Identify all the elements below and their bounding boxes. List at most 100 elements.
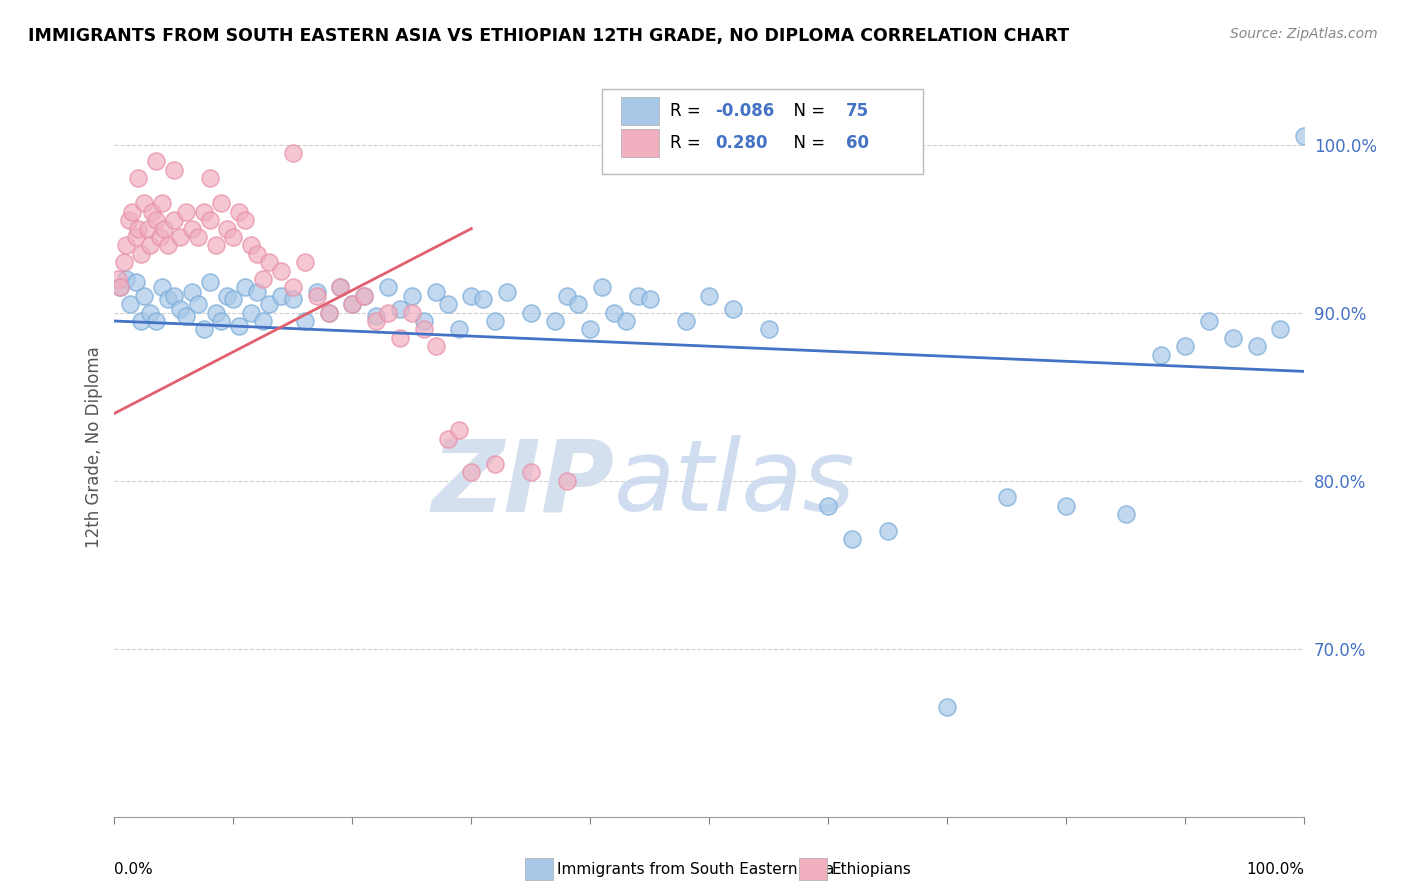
Point [110, 280, 132, 294]
Point [240, 305, 263, 319]
Text: Source: ZipAtlas.com: Source: ZipAtlas.com [1230, 27, 1378, 41]
Point [627, 289, 650, 303]
Point [425, 339, 447, 353]
Point [401, 305, 423, 319]
Point [187, 230, 209, 244]
Point [1150, 348, 1173, 362]
Point [675, 314, 697, 328]
Point [127, 221, 149, 235]
Point [412, 314, 434, 328]
Point [281, 146, 304, 161]
Point [134, 196, 156, 211]
Point [115, 238, 138, 252]
Point [156, 292, 179, 306]
Point [329, 280, 352, 294]
Y-axis label: 12th Grade, No Diploma: 12th Grade, No Diploma [86, 346, 103, 548]
Point [211, 314, 233, 328]
Text: N =: N = [783, 102, 831, 120]
Point [246, 247, 269, 261]
Point [145, 154, 167, 169]
Point [460, 465, 482, 479]
Point [1270, 322, 1292, 336]
Point [436, 432, 458, 446]
Text: IMMIGRANTS FROM SOUTH EASTERN ASIA VS ETHIOPIAN 12TH GRADE, NO DIPLOMA CORRELATI: IMMIGRANTS FROM SOUTH EASTERN ASIA VS ET… [28, 27, 1069, 45]
Point [388, 331, 411, 345]
Text: 75: 75 [846, 102, 869, 120]
Point [520, 465, 543, 479]
Text: atlas: atlas [614, 435, 856, 533]
Point [603, 305, 626, 319]
Point [228, 319, 250, 334]
Point [366, 309, 388, 323]
Point [1246, 339, 1268, 353]
Text: Ethiopians: Ethiopians [831, 863, 911, 877]
Point [305, 285, 328, 300]
Point [174, 309, 197, 323]
Point [591, 280, 613, 294]
Point [193, 322, 215, 336]
Point [204, 238, 226, 252]
Point [555, 289, 578, 303]
Text: 100.0%: 100.0% [1246, 863, 1305, 877]
Point [294, 314, 316, 328]
Point [449, 322, 471, 336]
Point [721, 302, 744, 317]
Point [472, 292, 495, 306]
Point [125, 276, 148, 290]
Point [318, 305, 340, 319]
Point [484, 457, 506, 471]
Point [1198, 314, 1220, 328]
Point [246, 285, 269, 300]
Point [240, 238, 263, 252]
Point [425, 285, 447, 300]
Point [543, 314, 565, 328]
Point [121, 204, 143, 219]
Text: 60: 60 [846, 134, 869, 153]
Point [817, 499, 839, 513]
FancyBboxPatch shape [602, 88, 924, 174]
Point [211, 196, 233, 211]
Point [281, 292, 304, 306]
Point [520, 305, 543, 319]
Point [555, 474, 578, 488]
Text: R =: R = [671, 134, 706, 153]
Point [198, 276, 221, 290]
Point [758, 322, 780, 336]
Point [163, 162, 186, 177]
Point [567, 297, 589, 311]
Point [233, 213, 256, 227]
Point [614, 314, 637, 328]
Point [270, 289, 292, 303]
Point [145, 314, 167, 328]
Point [134, 289, 156, 303]
Point [305, 289, 328, 303]
Point [270, 263, 292, 277]
Point [163, 213, 186, 227]
Point [342, 297, 364, 311]
Point [136, 221, 159, 235]
Point [257, 297, 280, 311]
Point [995, 491, 1018, 505]
Point [579, 322, 602, 336]
Point [180, 221, 202, 235]
Point [153, 221, 176, 235]
Point [222, 230, 245, 244]
Point [1115, 507, 1137, 521]
Point [1174, 339, 1197, 353]
Point [169, 302, 191, 317]
Point [125, 230, 148, 244]
Point [841, 533, 863, 547]
Point [252, 314, 274, 328]
Point [193, 204, 215, 219]
Point [107, 272, 129, 286]
Point [139, 238, 162, 252]
Point [115, 272, 138, 286]
Point [174, 204, 197, 219]
Point [222, 292, 245, 306]
Point [876, 524, 898, 538]
Point [112, 255, 135, 269]
Point [150, 196, 173, 211]
Point [377, 280, 399, 294]
Point [366, 314, 388, 328]
Point [228, 204, 250, 219]
